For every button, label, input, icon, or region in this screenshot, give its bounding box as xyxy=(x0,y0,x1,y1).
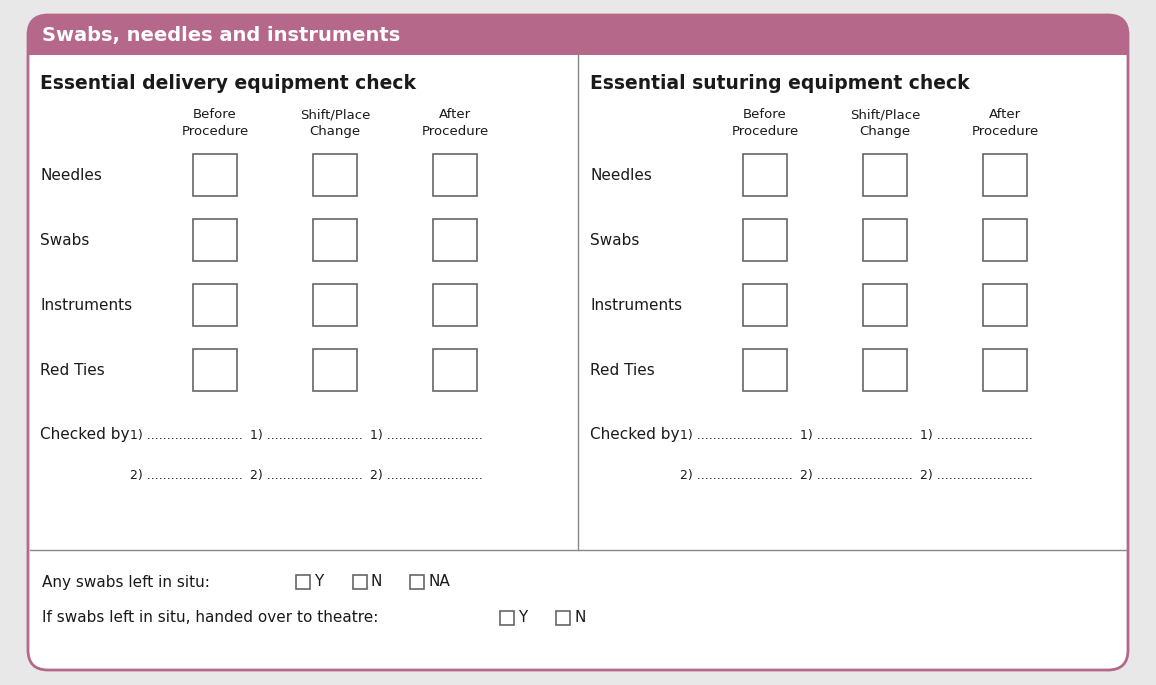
Text: N: N xyxy=(575,610,585,625)
Text: 2) ........................: 2) ........................ xyxy=(250,469,363,482)
Bar xyxy=(410,575,424,589)
Bar xyxy=(864,284,907,326)
FancyBboxPatch shape xyxy=(28,15,1128,670)
Text: Y: Y xyxy=(518,610,527,625)
Bar xyxy=(353,575,366,589)
Text: Before
Procedure: Before Procedure xyxy=(181,108,249,138)
Bar xyxy=(193,349,237,391)
Bar xyxy=(864,349,907,391)
Bar xyxy=(983,284,1027,326)
Text: 2) ........................: 2) ........................ xyxy=(920,469,1032,482)
Bar xyxy=(313,284,357,326)
Text: Shift/Place
Change: Shift/Place Change xyxy=(299,108,370,138)
Text: Shift/Place
Change: Shift/Place Change xyxy=(850,108,920,138)
Text: 1) ........................: 1) ........................ xyxy=(800,429,913,442)
FancyBboxPatch shape xyxy=(28,15,1128,55)
Text: Before
Procedure: Before Procedure xyxy=(732,108,799,138)
Text: Essential delivery equipment check: Essential delivery equipment check xyxy=(40,73,416,92)
Text: 1) ........................: 1) ........................ xyxy=(129,429,243,442)
Bar xyxy=(983,349,1027,391)
Text: Swabs: Swabs xyxy=(590,232,639,247)
Text: 2) ........................: 2) ........................ xyxy=(800,469,913,482)
Text: 2) ........................: 2) ........................ xyxy=(129,469,243,482)
Text: Instruments: Instruments xyxy=(40,297,132,312)
Bar xyxy=(983,219,1027,261)
Text: Needles: Needles xyxy=(40,168,102,182)
Text: 2) ........................: 2) ........................ xyxy=(680,469,793,482)
Text: NA: NA xyxy=(428,575,450,590)
Text: 2) ........................: 2) ........................ xyxy=(370,469,483,482)
Bar xyxy=(313,349,357,391)
Bar xyxy=(556,611,570,625)
Bar xyxy=(193,219,237,261)
Text: 1) ........................: 1) ........................ xyxy=(680,429,793,442)
Text: Swabs, needles and instruments: Swabs, needles and instruments xyxy=(42,25,400,45)
Text: Red Ties: Red Ties xyxy=(590,362,654,377)
Bar xyxy=(434,219,477,261)
Text: If swabs left in situ, handed over to theatre:: If swabs left in situ, handed over to th… xyxy=(42,610,378,625)
Text: Checked by: Checked by xyxy=(40,427,129,443)
Bar xyxy=(193,154,237,196)
Bar xyxy=(434,349,477,391)
Bar xyxy=(864,219,907,261)
Text: Checked by: Checked by xyxy=(590,427,680,443)
Bar xyxy=(501,611,514,625)
Text: Y: Y xyxy=(314,575,324,590)
Bar xyxy=(864,154,907,196)
Text: Swabs: Swabs xyxy=(40,232,89,247)
Bar xyxy=(296,575,310,589)
Bar xyxy=(983,154,1027,196)
Text: After
Procedure: After Procedure xyxy=(971,108,1038,138)
Bar xyxy=(313,219,357,261)
Bar xyxy=(28,35,1128,55)
Bar xyxy=(434,154,477,196)
Text: Any swabs left in situ:: Any swabs left in situ: xyxy=(42,575,210,590)
Text: After
Procedure: After Procedure xyxy=(422,108,489,138)
Bar xyxy=(743,219,787,261)
Text: Essential suturing equipment check: Essential suturing equipment check xyxy=(590,73,970,92)
Bar xyxy=(743,284,787,326)
Bar xyxy=(743,154,787,196)
Text: Instruments: Instruments xyxy=(590,297,682,312)
Bar xyxy=(434,284,477,326)
Text: N: N xyxy=(371,575,383,590)
Text: Red Ties: Red Ties xyxy=(40,362,105,377)
Text: Needles: Needles xyxy=(590,168,652,182)
Text: 1) ........................: 1) ........................ xyxy=(920,429,1032,442)
Bar xyxy=(743,349,787,391)
Text: 1) ........................: 1) ........................ xyxy=(250,429,363,442)
Bar xyxy=(193,284,237,326)
Bar xyxy=(313,154,357,196)
Text: 1) ........................: 1) ........................ xyxy=(370,429,483,442)
